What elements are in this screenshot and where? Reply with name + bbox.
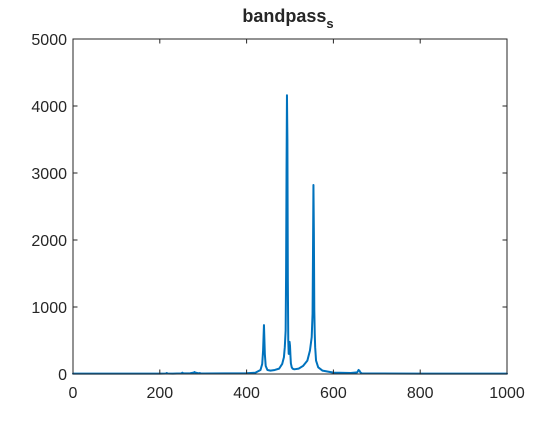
- y-tick-label: 5000: [31, 32, 67, 49]
- series-line-0: [72, 94, 508, 375]
- chart-title-main: bandpass: [242, 6, 326, 26]
- x-tick-label: 200: [146, 385, 173, 402]
- x-tick-label: 1000: [489, 385, 525, 402]
- y-tick-label: 0: [58, 367, 67, 384]
- x-tick-label: 400: [233, 385, 260, 402]
- axes-box: [72, 38, 508, 375]
- chart-title-subscript: s: [326, 16, 333, 31]
- chart-title: bandpasss: [242, 6, 333, 31]
- x-tick-label: 0: [69, 385, 78, 402]
- y-tick-label: 4000: [31, 99, 67, 116]
- y-tick-label: 1000: [31, 300, 67, 317]
- y-tick-label: 3000: [31, 166, 67, 183]
- y-tick-label: 2000: [31, 233, 67, 250]
- x-tick-label: 800: [407, 385, 434, 402]
- axes-background: [73, 39, 507, 374]
- x-tick-label: 600: [320, 385, 347, 402]
- plot-area: 0 200 400 600 800 1000 0 1000 2000 3000 4000 5000: [31, 32, 524, 402]
